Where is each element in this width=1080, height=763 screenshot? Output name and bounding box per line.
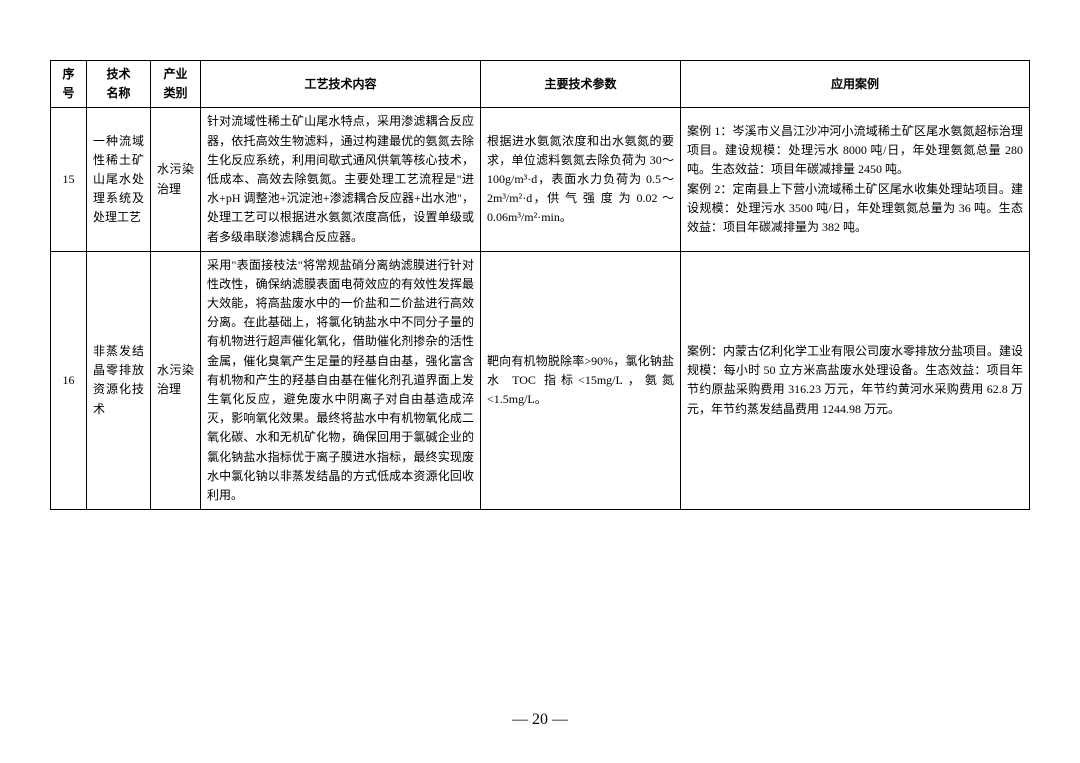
table-header-row: 序号 技术 名称 产业 类别 工艺技术内容 主要技术参数 应用案例 — [51, 61, 1030, 108]
header-param: 主要技术参数 — [481, 61, 681, 108]
cell-name: 一种流域性稀土矿山尾水处理系统及处理工艺 — [87, 108, 151, 251]
cell-cases: 案例：内蒙古亿利化学工业有限公司废水零排放分盐项目。建设规模：每小时 50 立方… — [681, 251, 1030, 509]
header-industry: 产业 类别 — [151, 61, 201, 108]
cell-num: 16 — [51, 251, 87, 509]
cell-name: 非蒸发结晶零排放资源化技术 — [87, 251, 151, 509]
table-row: 16 非蒸发结晶零排放资源化技术 水污染治理 采用"表面接枝法"将常规盐硝分离纳… — [51, 251, 1030, 509]
cell-num: 15 — [51, 108, 87, 251]
header-name: 技术 名称 — [87, 61, 151, 108]
table-row: 15 一种流域性稀土矿山尾水处理系统及处理工艺 水污染治理 针对流域性稀土矿山尾… — [51, 108, 1030, 251]
cell-param: 根据进水氨氮浓度和出水氨氮的要求，单位滤料氨氮去除负荷为 30～100g/m³·… — [481, 108, 681, 251]
cell-tech: 采用"表面接枝法"将常规盐硝分离纳滤膜进行针对性改性，确保纳滤膜表面电荷效应的有… — [201, 251, 481, 509]
header-tech: 工艺技术内容 — [201, 61, 481, 108]
cell-tech: 针对流域性稀土矿山尾水特点，采用渗滤耦合反应器，依托高效生物滤料，通过构建最优的… — [201, 108, 481, 251]
cell-industry: 水污染治理 — [151, 108, 201, 251]
header-num: 序号 — [51, 61, 87, 108]
cell-cases: 案例 1：岑溪市义昌江沙冲河小流域稀土矿区尾水氨氮超标治理项目。建设规模：处理污… — [681, 108, 1030, 251]
page-number: — 20 — — [0, 707, 1080, 733]
cell-param: 靶向有机物脱除率>90%，氯化钠盐水 TOC 指标<15mg/L，氨氮<1.5m… — [481, 251, 681, 509]
header-cases: 应用案例 — [681, 61, 1030, 108]
cell-industry: 水污染治理 — [151, 251, 201, 509]
data-table: 序号 技术 名称 产业 类别 工艺技术内容 主要技术参数 应用案例 15 一种流… — [50, 60, 1030, 510]
